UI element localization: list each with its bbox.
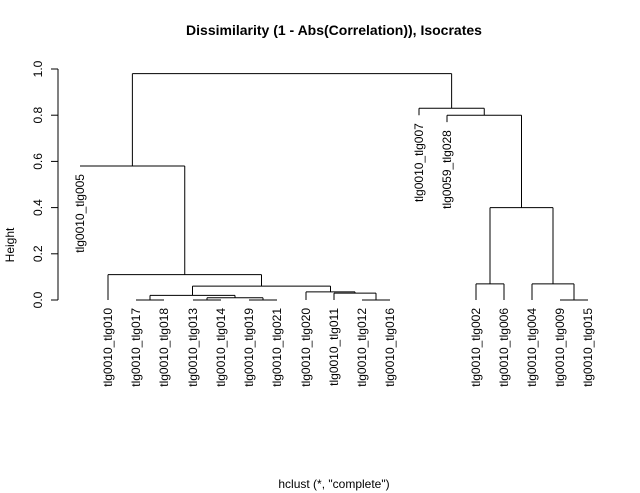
- leaf-label: tlg0010_tlg004: [525, 308, 539, 387]
- y-tick-label: 0.6: [31, 153, 45, 170]
- leaf-label: tlg0059_tlg028: [440, 130, 454, 209]
- leaf-label: tlg0010_tlg019: [242, 308, 256, 387]
- y-tick-label: 1.0: [31, 60, 45, 77]
- leaf-label: tlg0010_tlg010: [101, 308, 115, 387]
- x-axis-label: hclust (*, "complete"): [278, 477, 389, 491]
- leaf-label: tlg0010_tlg002: [469, 308, 483, 387]
- leaf-label: tlg0010_tlg006: [497, 308, 511, 387]
- y-tick-label: 0.4: [31, 199, 45, 216]
- leaf-label: tlg0010_tlg011: [327, 308, 341, 386]
- leaf-label: tlg0010_tlg012: [355, 308, 369, 387]
- leaf-label: tlg0010_tlg015: [581, 308, 595, 387]
- leaf-labels: tlg0010_tlg005 tlg0010_tlg010 tlg0010_tlg0…: [73, 123, 595, 387]
- y-tick-label: 0.8: [31, 107, 45, 124]
- leaf-label: tlg0010_tlg009: [553, 308, 567, 387]
- y-tick-label: 0.2: [31, 245, 45, 262]
- chart-title: Dissimilarity (1 - Abs(Correlation)), Is…: [186, 22, 482, 38]
- leaf-label: tlg0010_tlg007: [412, 123, 426, 202]
- leaf-label: tlg0010_tlg020: [299, 308, 313, 387]
- leaf-label: tlg0010_tlg018: [157, 308, 171, 387]
- dendrogram-branches: [80, 73, 588, 301]
- leaf-label: tlg0010_tlg014: [214, 308, 228, 387]
- leaf-label: tlg0010_tlg005: [73, 174, 87, 253]
- y-axis-ticks: 0.0 0.2 0.4 0.6 0.8 1.0: [31, 60, 58, 308]
- y-tick-label: 0.0: [31, 291, 45, 308]
- leaf-label: tlg0010_tlg013: [186, 308, 200, 387]
- leaf-label: tlg0010_tlg016: [383, 308, 397, 387]
- y-axis-label: Height: [3, 227, 17, 262]
- leaf-label: tlg0010_tlg021: [270, 308, 284, 387]
- leaf-label: tlg0010_tlg017: [129, 308, 143, 387]
